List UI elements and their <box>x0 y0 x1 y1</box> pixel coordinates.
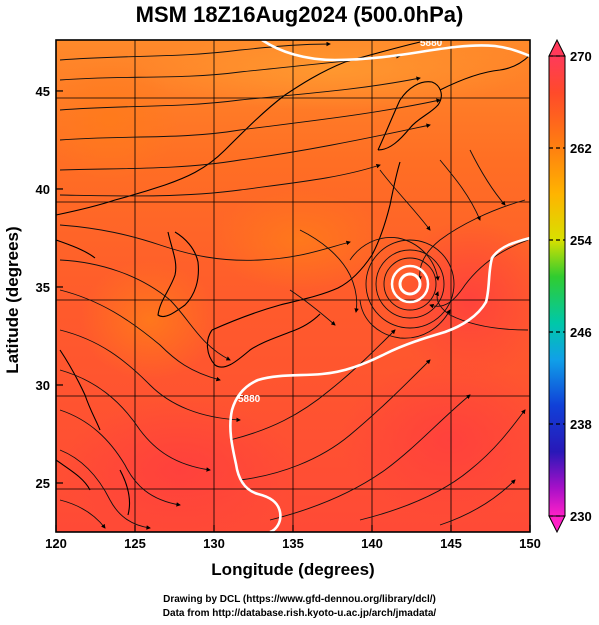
contour-label-1: 5880 <box>420 38 443 49</box>
colorbar-bottom-arrow <box>548 515 566 534</box>
colorbar-tick-label: 238 <box>570 417 592 432</box>
contour-label-2: 5880 <box>238 394 261 405</box>
colorbar-tick-label: 246 <box>570 325 592 340</box>
x-tick-label: 145 <box>440 536 462 551</box>
x-tick-label: 130 <box>203 536 225 551</box>
colorbar: 270 262 254 246 238 230 <box>548 38 592 534</box>
colorbar-tick-label: 262 <box>570 141 592 156</box>
colorbar-tick-label: 254 <box>570 233 592 248</box>
x-axis: 120 125 130 135 140 145 150 <box>45 525 541 551</box>
colorbar-tick-label: 270 <box>570 49 592 64</box>
height-contours <box>229 40 530 532</box>
colorbar-top-arrow <box>548 38 566 57</box>
temperature-field: 5880 5880 <box>56 38 530 532</box>
typhoon-vortex <box>365 239 455 329</box>
x-tick-label: 135 <box>282 536 304 551</box>
credit-data: Data from http://database.rish.kyoto-u.a… <box>162 608 437 619</box>
y-tick-label: 45 <box>36 84 50 99</box>
x-tick-label: 125 <box>124 536 146 551</box>
y-tick-label: 35 <box>36 280 50 295</box>
x-axis-label: Longitude (degrees) <box>211 560 375 579</box>
colorbar-tick-label: 230 <box>570 509 592 524</box>
x-tick-label: 150 <box>519 536 541 551</box>
coastlines <box>56 41 530 516</box>
y-axis-label: Latitude (degrees) <box>3 226 22 374</box>
credit-drawing: Drawing by DCL (https://www.gfd-dennou.o… <box>163 594 436 605</box>
x-tick-label: 140 <box>361 536 383 551</box>
chart-title: MSM 18Z16Aug2024 (500.0hPa) <box>135 2 464 27</box>
wind-streamlines <box>59 41 529 530</box>
x-tick-label: 120 <box>45 536 67 551</box>
y-axis: 25 30 35 40 45 <box>36 84 63 491</box>
y-tick-label: 30 <box>36 378 50 393</box>
y-tick-label: 40 <box>36 182 50 197</box>
y-tick-label: 25 <box>36 476 50 491</box>
